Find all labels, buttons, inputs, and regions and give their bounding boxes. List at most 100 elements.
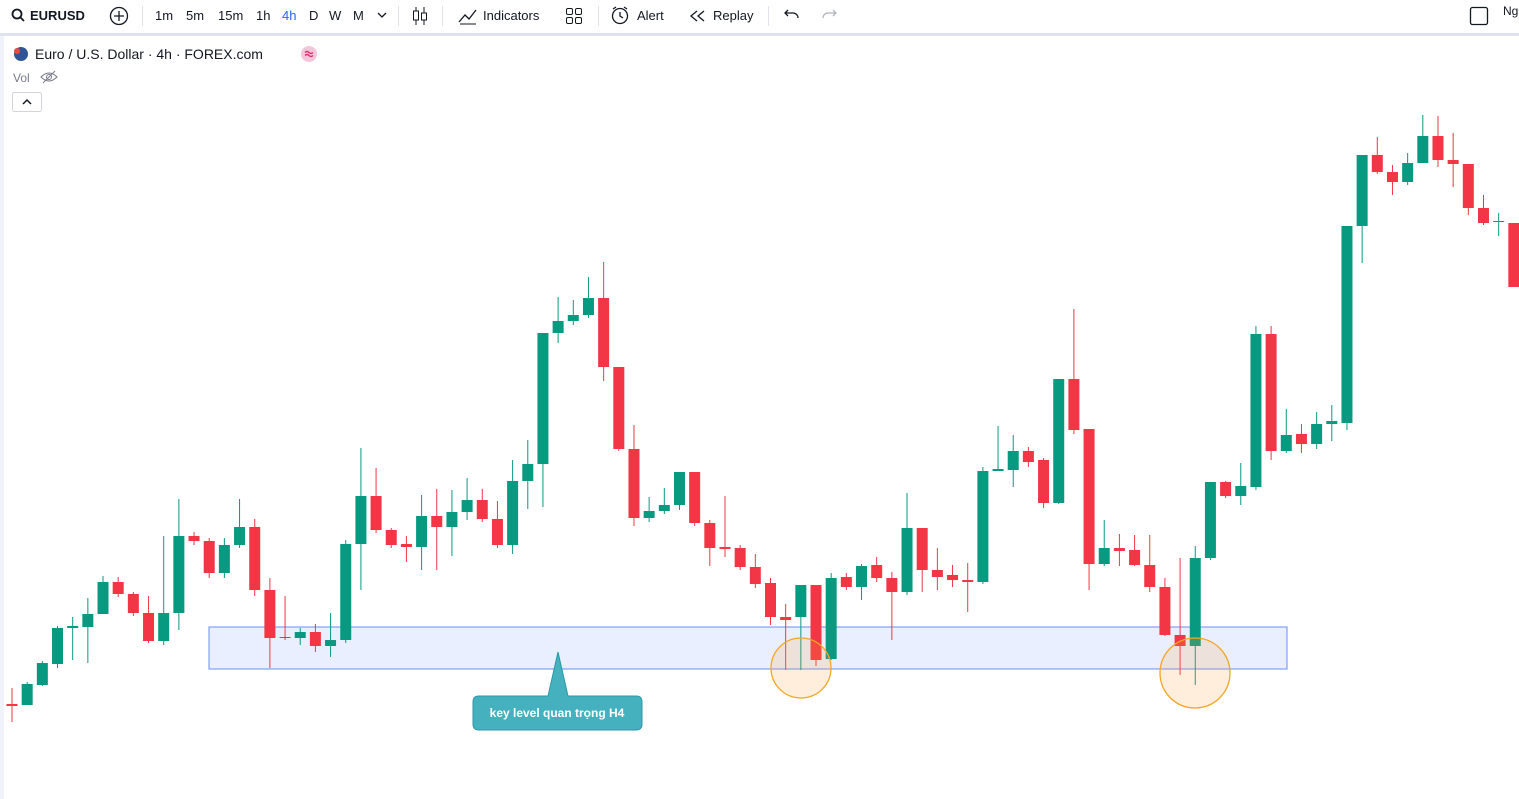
candle-body [370,496,382,530]
candle-body [476,500,488,519]
candle-body [461,500,473,512]
candle-body [1174,635,1186,646]
candle-body [1356,155,1368,226]
candle-body [1022,451,1034,462]
chart-type[interactable] [411,5,429,27]
replay-icon[interactable] [689,9,707,23]
candle-body [871,565,883,578]
candle-body [1250,334,1262,487]
candle-body [795,585,807,617]
interval[interactable]: 5m [186,8,205,23]
candle-body [1204,482,1216,558]
alert[interactable]: Alert [637,8,664,23]
key-level-zone [208,626,1288,670]
candle-body [1462,164,1474,208]
redo[interactable] [820,8,838,22]
candle-body [97,582,109,614]
candle-body [719,547,731,549]
interval[interactable]: 4h [282,8,297,23]
callout [472,651,643,731]
candle-body [1371,155,1383,172]
candle-body [279,637,291,638]
checkbox[interactable] [1469,6,1489,26]
candle-body [1235,486,1247,496]
right-label[interactable]: Ng [1503,4,1519,18]
undo[interactable] [783,8,801,22]
search-icon[interactable] [11,8,25,22]
candle-body [522,464,534,481]
separator [442,6,443,26]
candle-body [218,545,230,573]
candle-body [416,516,428,547]
highlight-circle [770,637,832,699]
toolbar: EURUSD 1m 5m 15m 1h 4h D W M Indicators … [0,0,1519,36]
candle-body [203,541,215,573]
candles [6,115,1519,722]
alert-icon[interactable] [610,5,632,27]
candle-body [1144,565,1156,587]
callout-text: key level quan trọng H4 [490,706,625,720]
interval[interactable]: 1m [155,8,174,23]
candle-body [507,481,519,545]
candle-body [1068,379,1080,430]
interval-menu[interactable] [377,11,387,19]
interval[interactable]: D [309,8,319,23]
candle-body [947,575,959,580]
interval[interactable]: W [329,8,342,23]
separator [398,6,399,26]
candle-body [825,578,837,659]
separator [598,6,599,26]
candle-body [734,548,746,567]
candle-body [765,583,776,617]
market-status[interactable] [300,45,318,63]
candle-body [1447,160,1459,164]
candle-body [1038,460,1050,503]
interval[interactable]: M [353,8,364,23]
candle-body [840,577,852,587]
indicators[interactable]: Indicators [483,8,540,23]
candle-body [1295,434,1307,444]
candle-body [552,321,564,333]
candle-body [1159,587,1171,635]
candle-body [249,527,261,590]
candle-body [1129,550,1141,565]
symbol-logo [14,47,28,61]
candle-body [173,536,185,613]
candle-body [643,511,655,518]
candle-body [82,614,94,627]
candle-body [901,528,913,592]
candle-body [886,578,898,592]
candle-body [400,544,412,547]
interval[interactable]: 1h [256,8,271,23]
candle-body [1477,208,1489,223]
candle-body [962,580,974,582]
candle-body [1386,172,1398,182]
add-symbol[interactable] [109,6,129,26]
replay[interactable]: Replay [713,8,754,23]
candle-body [1402,163,1414,182]
symbol[interactable]: EURUSD [30,8,85,23]
interval[interactable]: 15m [218,8,244,23]
candle-body [931,570,943,577]
layouts[interactable] [565,7,583,25]
separator [768,6,769,26]
candle-body [916,528,928,570]
collapse-button[interactable] [12,92,42,112]
candle-body [127,594,139,613]
candle-body [264,590,276,638]
candle-body [431,516,443,527]
candle-body [1220,482,1232,496]
candle-body [309,632,321,646]
candle-body [810,585,822,660]
candle-body [1053,379,1065,503]
volume-label[interactable]: Vol [13,71,30,85]
visibility-icon[interactable] [40,70,58,84]
highlight-circle [1159,637,1231,709]
candle-body [598,298,610,367]
candle-body [582,298,594,315]
candle-body [1341,226,1353,423]
indicators-icon[interactable] [457,6,479,26]
candle-body [1098,548,1110,564]
candle-body [1113,548,1125,551]
